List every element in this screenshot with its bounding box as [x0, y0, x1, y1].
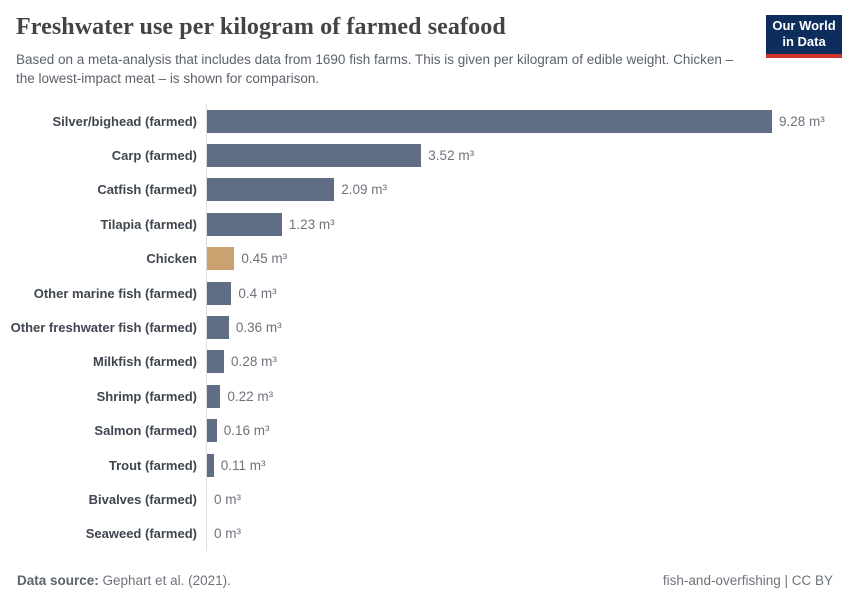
category-label: Chicken [146, 251, 197, 267]
bar-track: 0.36 m³ [206, 310, 840, 345]
bar[interactable] [207, 419, 217, 443]
bar[interactable] [207, 350, 225, 374]
bar[interactable] [207, 178, 335, 202]
bar-row: Chicken 0.45 m³ [10, 241, 840, 276]
value-label: 3.52 m³ [428, 148, 475, 164]
value-label: 0.45 m³ [241, 251, 288, 267]
category-label: Carp (farmed) [111, 148, 197, 164]
category-label: Salmon (farmed) [94, 423, 197, 439]
bar-row: Silver/bighead (farmed) 9.28 m³ [10, 104, 840, 139]
bar-row: Shrimp (farmed) 0.22 m³ [10, 379, 840, 414]
bar-row: Other freshwater fish (farmed) 0.36 m³ [10, 310, 840, 345]
bar-track: 0 m³ [206, 482, 840, 517]
bar[interactable] [207, 453, 214, 477]
category-label: Silver/bighead (farmed) [52, 113, 197, 129]
value-label: 1.23 m³ [288, 216, 335, 232]
value-label: 2.09 m³ [341, 182, 388, 198]
owid-logo-text: Our World in Data [766, 15, 842, 54]
bar-track: 3.52 m³ [206, 138, 840, 173]
data-source-label: Data source: [17, 573, 99, 588]
category-label: Other freshwater fish (farmed) [10, 320, 197, 336]
data-source: Data source: Gephart et al. (2021). [17, 573, 231, 588]
bar-row: Carp (farmed) 3.52 m³ [10, 138, 840, 173]
bar-track: 0.28 m³ [206, 344, 840, 380]
bar-track: 2.09 m³ [206, 172, 840, 208]
category-label: Shrimp (farmed) [96, 388, 197, 404]
bar[interactable] [207, 281, 232, 305]
owid-logo-stripe [766, 54, 842, 58]
chart-header: Freshwater use per kilogram of farmed se… [16, 14, 750, 88]
bar-track: 0 m³ [206, 516, 840, 552]
value-label: 0.36 m³ [235, 320, 282, 336]
chart-subtitle: Based on a meta-analysis that includes d… [16, 52, 734, 86]
bar[interactable] [207, 144, 422, 168]
category-label: Other marine fish (farmed) [33, 285, 197, 301]
value-label: 0.28 m³ [231, 354, 277, 370]
value-label: 0.22 m³ [227, 388, 274, 404]
data-source-value: Gephart et al. (2021). [98, 573, 231, 588]
bar-track: 0.45 m³ [206, 241, 840, 276]
bar-row: Salmon (farmed) 0.16 m³ [10, 413, 840, 448]
bar[interactable] [207, 109, 772, 133]
bar-track: 0.4 m³ [206, 275, 840, 311]
license-text[interactable]: fish-and-overfishing | CC BY [662, 573, 833, 588]
category-label: Catfish (farmed) [97, 182, 197, 198]
bar-track: 0.11 m³ [206, 447, 840, 483]
value-label: 9.28 m³ [779, 113, 825, 129]
bar-row: Seaweed (farmed) 0 m³ [10, 516, 840, 552]
category-label: Tilapia (farmed) [100, 216, 197, 232]
owid-logo[interactable]: Our World in Data [766, 15, 842, 58]
category-label: Milkfish (farmed) [92, 354, 197, 370]
bar[interactable] [207, 316, 229, 340]
bar[interactable] [207, 384, 221, 408]
category-label: Bivalves (farmed) [88, 491, 197, 507]
bar[interactable] [207, 247, 235, 271]
value-label: 0.4 m³ [238, 285, 277, 301]
bar-row: Tilapia (farmed) 1.23 m³ [10, 207, 840, 242]
bar-track: 1.23 m³ [206, 207, 840, 242]
bar[interactable] [207, 212, 282, 236]
category-label: Seaweed (farmed) [85, 526, 197, 542]
owid-logo-line1: Our World [772, 18, 836, 33]
value-label: 0 m³ [214, 526, 241, 542]
bar-row: Other marine fish (farmed) 0.4 m³ [10, 275, 840, 311]
bar-row: Catfish (farmed) 2.09 m³ [10, 172, 840, 208]
bar-row: Bivalves (farmed) 0 m³ [10, 482, 840, 517]
value-label: 0.16 m³ [223, 423, 270, 439]
value-label: 0 m³ [214, 491, 241, 507]
bar-chart: Silver/bighead (farmed) 9.28 m³ Carp (fa… [10, 104, 840, 552]
bar-track: 9.28 m³ [206, 104, 840, 139]
category-label: Trout (farmed) [108, 457, 197, 473]
owid-logo-line2: in Data [782, 34, 826, 49]
bar-row: Trout (farmed) 0.11 m³ [10, 447, 840, 483]
bar-row: Milkfish (farmed) 0.28 m³ [10, 344, 840, 380]
bar-track: 0.16 m³ [206, 413, 840, 448]
chart-footer: Data source: Gephart et al. (2021). fish… [17, 573, 833, 588]
page-title: Freshwater use per kilogram of farmed se… [16, 14, 506, 40]
bar-track: 0.22 m³ [206, 379, 840, 414]
value-label: 0.11 m³ [220, 457, 266, 473]
